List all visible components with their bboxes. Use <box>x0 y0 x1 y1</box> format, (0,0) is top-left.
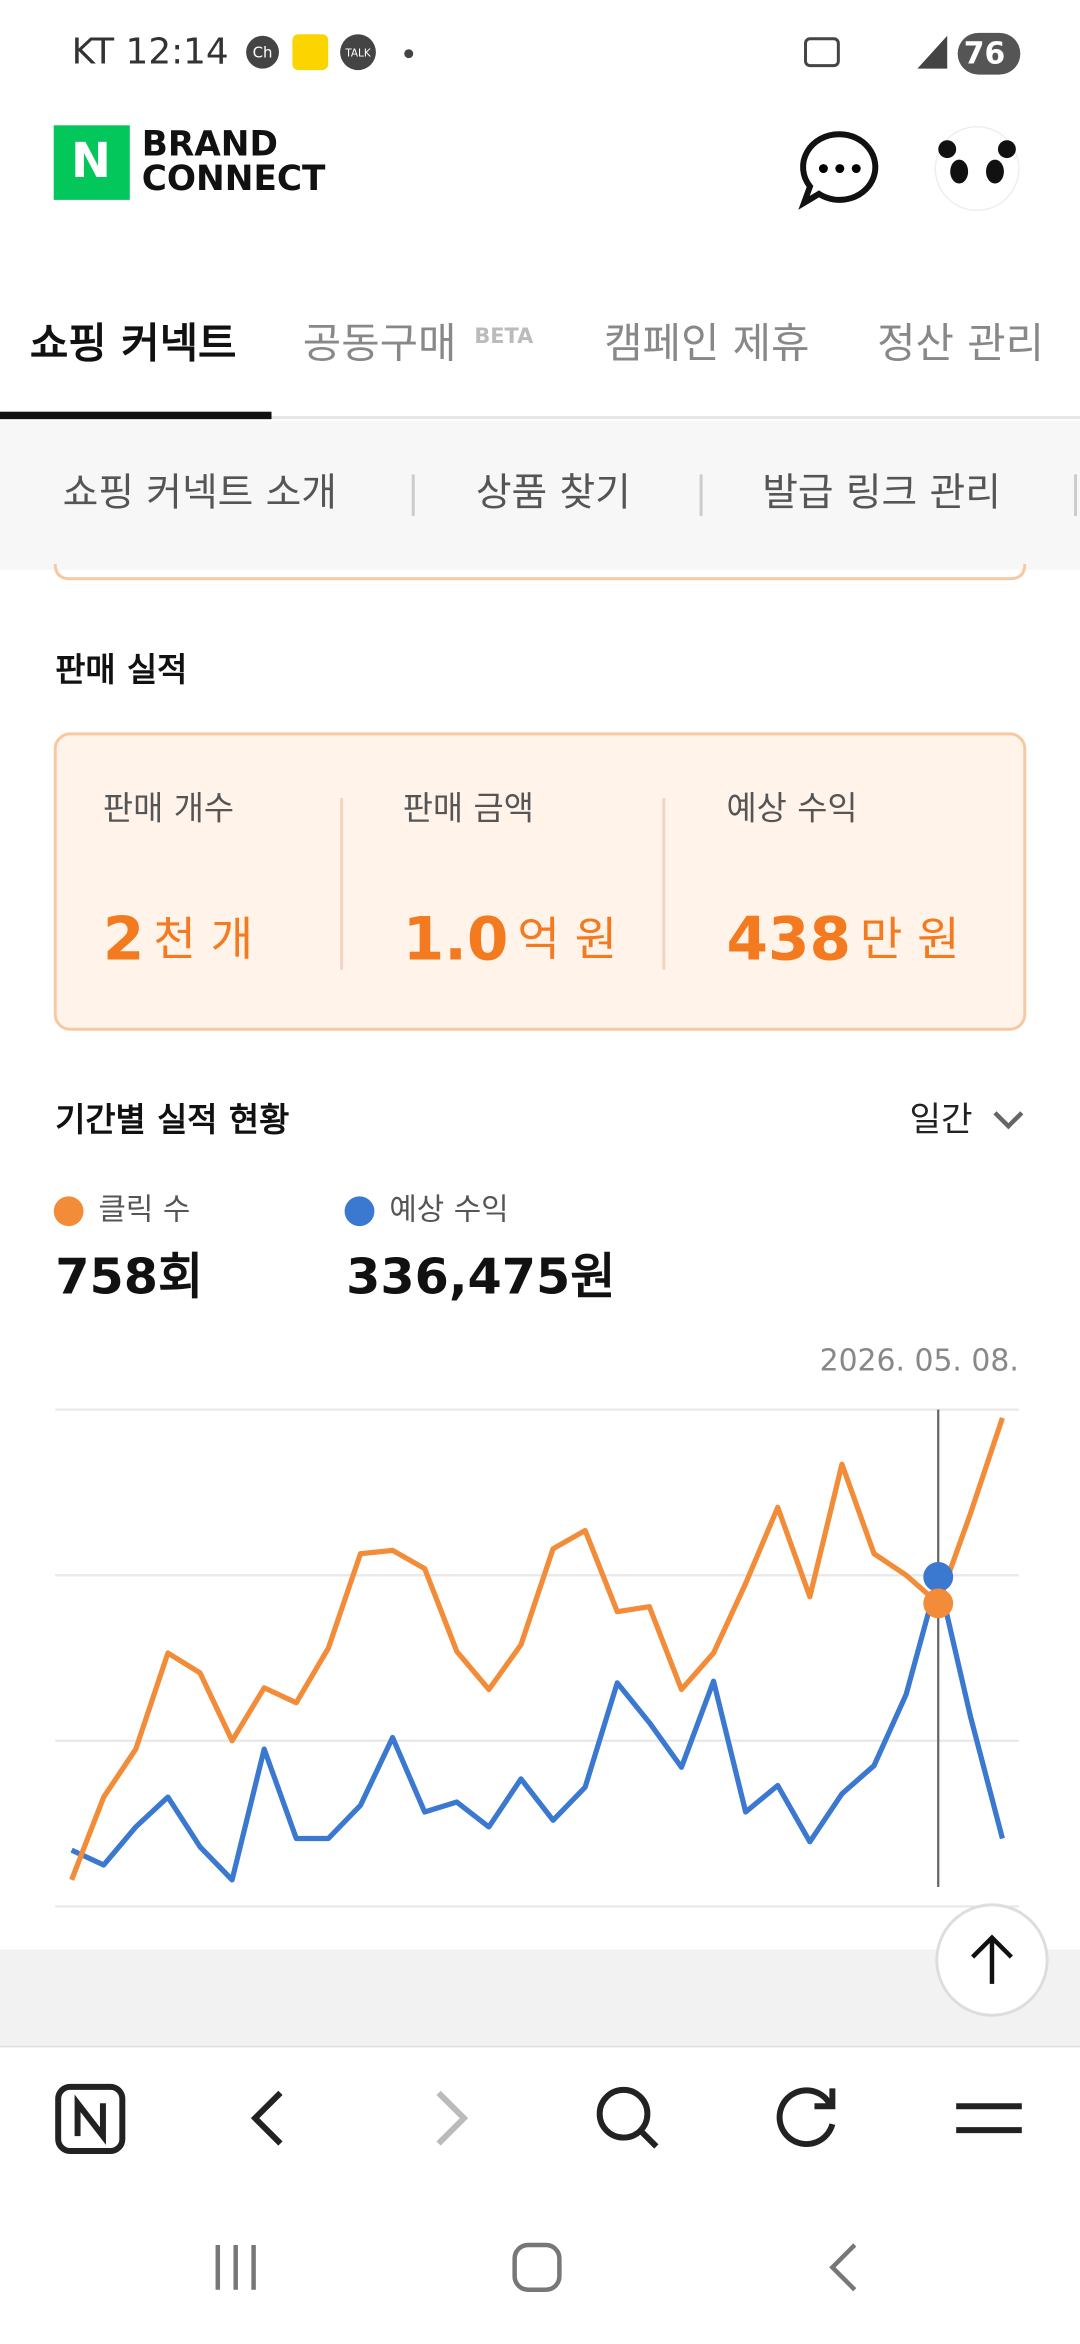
home-n-button[interactable] <box>55 2083 126 2154</box>
period-select[interactable]: 일간 <box>909 1100 1024 1140</box>
summary-value: 758회 <box>55 1247 203 1305</box>
legend-dot <box>53 1196 84 1227</box>
status-time: KT 12:14 <box>72 32 229 73</box>
menu-button[interactable] <box>956 2103 1022 2134</box>
stat-value: 438 <box>726 905 851 974</box>
selected-point <box>923 1561 954 1592</box>
stat-unit: 천 개 <box>153 912 253 966</box>
beta-badge: BETA <box>474 324 534 348</box>
selected-point <box>923 1588 954 1619</box>
subnav-item[interactable]: 상품 찾기 <box>476 471 631 516</box>
back-button[interactable] <box>250 2090 283 2146</box>
legend-label: 예상 수익 <box>389 1193 508 1228</box>
legend-dot <box>344 1196 375 1227</box>
stat-unit: 억 원 <box>517 912 617 966</box>
scroll-top-button[interactable] <box>935 1903 1049 2017</box>
stat-value: 2 <box>103 905 145 974</box>
period-value[interactable]: 일간 <box>909 1100 972 1140</box>
stat-label: 판매 개수 <box>103 789 234 827</box>
tab[interactable]: 정산 관리 <box>877 319 1044 368</box>
stat-unit: 만 원 <box>860 912 960 966</box>
search-button[interactable] <box>596 2086 659 2149</box>
stat-label: 예상 수익 <box>726 789 857 827</box>
section-title: 판매 실적 <box>55 651 187 689</box>
talk-icon: TALK <box>344 48 372 60</box>
tab[interactable]: 공동구매 <box>303 319 457 368</box>
tab[interactable]: 쇼핑 커넥트 <box>30 319 237 368</box>
forward-button[interactable] <box>436 2090 469 2146</box>
logo-letter: N <box>71 134 111 189</box>
nav-home[interactable] <box>512 2242 562 2292</box>
stat-label: 판매 금액 <box>403 789 534 827</box>
nav-back[interactable] <box>829 2243 857 2292</box>
stat-value: 1.0 <box>403 905 509 974</box>
nav-recent[interactable] <box>215 2244 256 2290</box>
chat-button[interactable] <box>798 131 879 210</box>
selected-date: 2026. 05. 08. <box>820 1343 1019 1378</box>
summary-value: 336,475원 <box>346 1247 615 1305</box>
brand-line: BRAND <box>142 125 278 165</box>
refresh-button[interactable] <box>776 2087 836 2147</box>
series-line <box>70 1574 1005 1883</box>
subnav-item[interactable]: 쇼핑 커넥트 소개 <box>63 471 337 516</box>
app-icon: Ch <box>253 44 273 62</box>
section-title: 기간별 실적 현황 <box>55 1101 289 1139</box>
subnav-item[interactable]: 발급 링크 관리 <box>762 471 1001 516</box>
tab[interactable]: 캠페인 제휴 <box>604 319 809 368</box>
avatar[interactable] <box>934 126 1020 212</box>
series-line <box>69 1417 1005 1881</box>
legend-label: 클릭 수 <box>98 1193 190 1228</box>
brand-line: CONNECT <box>142 159 326 199</box>
battery: 76 <box>964 37 1006 72</box>
